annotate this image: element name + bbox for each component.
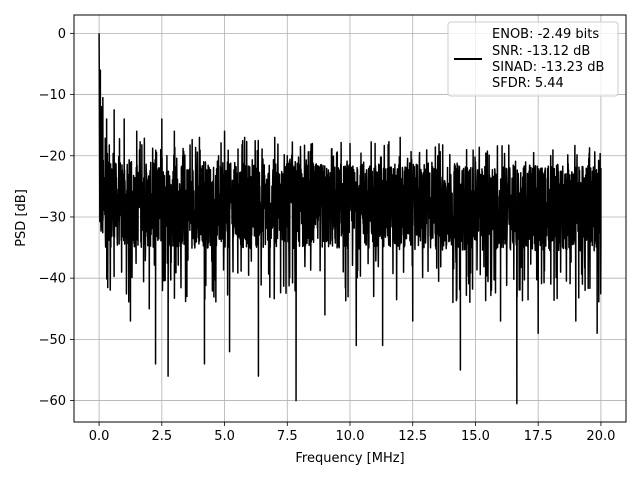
series-line-group — [98, 33, 602, 405]
x-tick-label: 2.5 — [151, 429, 172, 444]
y-tick-label: −10 — [39, 88, 66, 103]
x-tick-label: 12.5 — [398, 429, 427, 444]
x-axis-ticks: 0.0 2.5 5.0 7.5 10.0 12.5 15.0 17.5 20.0 — [89, 422, 615, 444]
x-axis-label: Frequency [MHz] — [295, 451, 404, 466]
y-axis-ticks: 0 −10 −20 −30 −40 −50 −60 — [39, 27, 74, 409]
x-tick-label: 10.0 — [336, 429, 365, 444]
legend-sfdr: SFDR: 5.44 — [492, 76, 564, 91]
legend-snr: SNR: -13.12 dB — [492, 44, 590, 59]
y-tick-label: 0 — [58, 27, 66, 42]
x-tick-label: 7.5 — [277, 429, 298, 444]
legend-box — [447, 21, 619, 97]
x-tick-label: 0.0 — [89, 429, 110, 444]
x-tick-label: 17.5 — [524, 429, 553, 444]
x-tick-label: 5.0 — [214, 429, 235, 444]
y-tick-label: −60 — [39, 394, 66, 409]
x-tick-label: 20.0 — [586, 429, 615, 444]
legend-sinad: SINAD: -13.23 dB — [492, 60, 604, 75]
y-tick-label: −50 — [39, 333, 66, 348]
legend: ENOB: -2.49 bits SNR: -13.12 dB SINAD: -… — [447, 21, 619, 97]
psd-series-line — [98, 33, 602, 405]
y-tick-label: −30 — [39, 210, 66, 225]
y-tick-label: −20 — [39, 149, 66, 164]
y-axis-label: PSD [dB] — [14, 189, 29, 247]
legend-enob: ENOB: -2.49 bits — [492, 27, 599, 42]
x-tick-label: 15.0 — [461, 429, 490, 444]
y-tick-label: −40 — [39, 272, 66, 287]
